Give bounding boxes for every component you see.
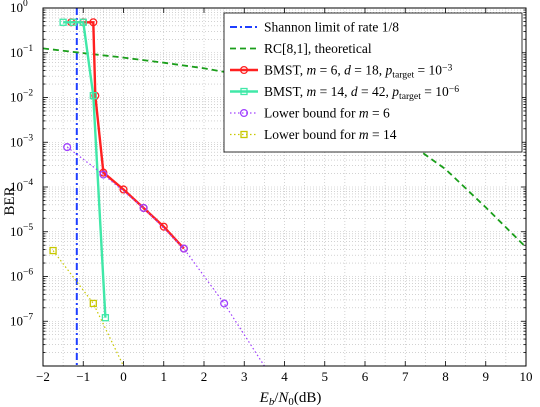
legend-item: Lower bound for m = 14 (230, 127, 397, 142)
x-tick-label: 5 (322, 369, 329, 384)
legend-item: Lower bound for m = 6 (230, 106, 390, 121)
axis-ticks (42, 7, 527, 367)
legend-label: RC[8,1], theoretical (264, 41, 372, 56)
series-6 (49, 246, 125, 366)
x-tick-label: 7 (402, 369, 409, 384)
data-point (89, 299, 97, 308)
series-5 (63, 143, 265, 366)
data-point (89, 91, 97, 100)
series-4 (59, 18, 110, 322)
data-point (49, 246, 57, 255)
y-tick-label: 10−5 (10, 223, 33, 239)
legend-box (223, 12, 523, 153)
y-tick-label: 10−7 (10, 312, 33, 328)
x-tick-labels: −2 −1 0 1 2 3 4 5 6 7 8 9 10 (36, 369, 532, 384)
legend-label: Shannon limit of rate 1/8 (264, 20, 399, 35)
x-tick-label: 10 (520, 369, 533, 384)
data-point (59, 18, 67, 26)
y-tick-labels: 100 10−1 10−2 10−3 10−4 10−5 10−6 10−7 (10, 0, 33, 328)
legend-label: Lower bound for m = 14 (264, 127, 397, 142)
x-tick-label: 9 (483, 369, 490, 384)
series-line (52, 250, 125, 366)
y-tick-label: 10−2 (10, 89, 33, 105)
legend-label: Lower bound for m = 6 (264, 106, 390, 121)
data-point (179, 244, 188, 253)
data-point (99, 170, 108, 179)
data-point (89, 18, 98, 27)
x-axis-label: Eb/N0(dB) (259, 390, 322, 407)
data-point (101, 314, 110, 322)
y-tick-label: 100 (10, 0, 28, 15)
x-tick-label: −2 (36, 369, 50, 384)
legend-marker (239, 108, 249, 118)
legend-item: BMST, m = 6, d = 18, ptarget = 10−3 (230, 62, 452, 80)
legend-item: RC[8,1], theoretical (230, 41, 372, 56)
y-axis-label: BER (2, 186, 18, 215)
legend-marker (239, 65, 249, 75)
x-tick-label: 2 (201, 369, 208, 384)
data-point (69, 18, 77, 26)
x-tick-label: −1 (76, 369, 90, 384)
data-point (139, 203, 148, 213)
y-tick-label: 10−6 (10, 268, 33, 284)
x-tick-label: 0 (120, 369, 127, 384)
legend: Shannon limit of rate 1/8 RC[8,1], theore… (223, 12, 523, 153)
legend-marker (240, 87, 248, 96)
data-point (79, 18, 87, 26)
data-point (159, 222, 168, 231)
data-point (63, 143, 72, 152)
x-tick-label: 6 (362, 369, 369, 384)
legend-label: BMST, m = 6, d = 18, ptarget = 10−3 (264, 62, 452, 80)
y-tick-label: 10−3 (10, 133, 33, 149)
data-point (119, 185, 128, 194)
legend-item: BMST, m = 14, d = 42, ptarget = 10−6 (230, 84, 459, 102)
legend-item: Shannon limit of rate 1/8 (230, 20, 399, 35)
series-line (63, 21, 107, 318)
x-tick-label: 8 (442, 369, 449, 384)
data-point (220, 299, 229, 308)
y-tick-label: 10−4 (10, 178, 33, 194)
x-tick-label: 1 (161, 369, 168, 384)
legend-label: BMST, m = 14, d = 42, ptarget = 10−6 (264, 84, 459, 102)
x-tick-label: 3 (241, 369, 248, 384)
legend-marker (240, 130, 248, 139)
x-tick-label: 4 (281, 369, 288, 384)
y-tick-label: 10−1 (10, 44, 33, 60)
